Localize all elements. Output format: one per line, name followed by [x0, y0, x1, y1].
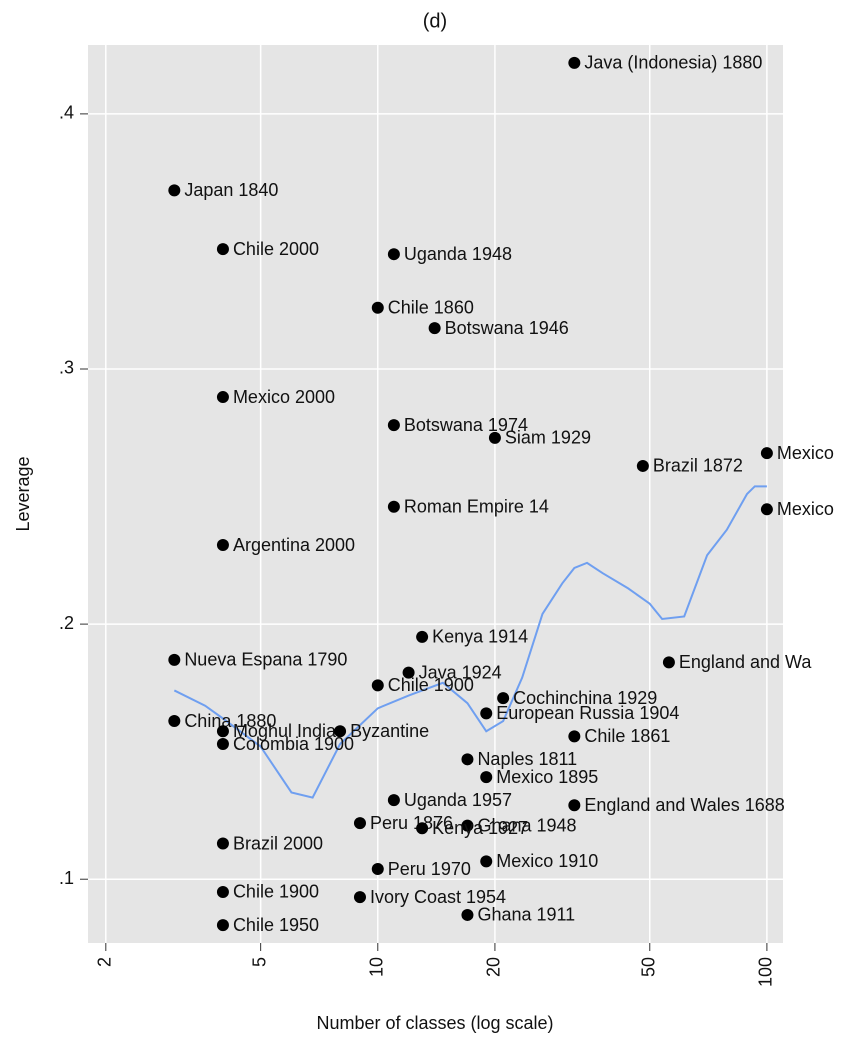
- point-label: Roman Empire 14: [404, 497, 549, 517]
- x-axis-label: Number of classes (log scale): [316, 1013, 553, 1033]
- point-label: Naples 1811: [477, 749, 577, 769]
- point: [168, 715, 181, 728]
- point: [387, 248, 400, 261]
- point-label: Mexico 1895: [496, 767, 598, 787]
- plot-area: [88, 45, 783, 943]
- point: [760, 503, 773, 516]
- point-label: Chile 2000: [233, 239, 319, 259]
- point-label: Mexico: [777, 443, 834, 463]
- y-tick-label: .2: [59, 613, 74, 633]
- point: [760, 447, 773, 460]
- point: [353, 817, 366, 830]
- point-label: Byzantine: [350, 721, 429, 741]
- point-label: Brazil 1872: [653, 456, 743, 476]
- x-tick-label: 10: [367, 957, 387, 977]
- point-label: European Russia 1904: [496, 703, 679, 723]
- point: [662, 656, 675, 669]
- point: [216, 243, 229, 256]
- point: [216, 837, 229, 850]
- point: [387, 794, 400, 807]
- point-label: Siam 1929: [505, 428, 591, 448]
- point: [216, 391, 229, 404]
- point-label: Colombia 1900: [233, 734, 354, 754]
- point-label: Uganda 1948: [404, 244, 512, 264]
- point-label: Ivory Coast 1954: [370, 887, 506, 907]
- point: [416, 822, 429, 835]
- smooth-line: [173, 485, 767, 799]
- point: [568, 799, 581, 812]
- point-label: Mexico: [777, 499, 834, 519]
- point: [402, 666, 415, 679]
- y-axis-label: Leverage: [13, 456, 33, 531]
- point: [371, 679, 384, 692]
- point: [371, 863, 384, 876]
- point-label: Botswana 1946: [445, 318, 569, 338]
- point-label: Chile 1860: [388, 298, 474, 318]
- y-tick-label: .4: [59, 103, 74, 123]
- point: [636, 459, 649, 472]
- point: [353, 891, 366, 904]
- x-tick-label: 5: [249, 957, 269, 967]
- point-label: Java 1924: [419, 662, 502, 682]
- point-label: Chile 1900: [233, 882, 319, 902]
- point-label: Nueva Espana 1790: [184, 650, 347, 670]
- point-label: Uganda 1957: [404, 790, 512, 810]
- point: [428, 322, 441, 335]
- point: [480, 771, 493, 784]
- point-label: Peru 1970: [388, 859, 471, 879]
- point-label: Moghul India: [233, 721, 337, 741]
- point-label: Argentina 2000: [233, 535, 355, 555]
- point: [461, 753, 474, 766]
- point-label: Kenya 1927: [432, 818, 528, 838]
- point: [480, 855, 493, 868]
- point-label: Peru 1876: [370, 813, 453, 833]
- point-label: Japan 1840: [184, 180, 278, 200]
- point-label: Chile 1950: [233, 915, 319, 935]
- chart-title: (d): [423, 10, 447, 32]
- point: [387, 500, 400, 513]
- point: [334, 725, 347, 738]
- point-label: Brazil 2000: [233, 833, 323, 853]
- point: [216, 539, 229, 552]
- point-label: Kenya 1914: [432, 627, 528, 647]
- point: [480, 707, 493, 720]
- point-label: Chile 1900: [388, 675, 474, 695]
- point-label: Java (Indonesia) 1880: [584, 53, 762, 73]
- point: [497, 692, 510, 705]
- point-label: Mexico 2000: [233, 387, 335, 407]
- point-label: Ghana 1948: [477, 815, 576, 835]
- point-label: Botswana 1974: [404, 415, 528, 435]
- point: [216, 725, 229, 738]
- point: [461, 819, 474, 832]
- point: [216, 885, 229, 898]
- point: [168, 653, 181, 666]
- point: [168, 184, 181, 197]
- point: [488, 431, 501, 444]
- point-label: England and Wa: [679, 652, 812, 672]
- point-label: China 1880: [184, 711, 276, 731]
- point-label: Ghana 1911: [477, 905, 575, 925]
- point: [568, 56, 581, 69]
- point: [568, 730, 581, 743]
- point-label: England and Wales 1688: [584, 795, 784, 815]
- point-label: Chile 1861: [584, 726, 670, 746]
- x-tick-label: 2: [95, 957, 115, 967]
- point-label: Cochinchina 1929: [513, 688, 657, 708]
- point: [216, 919, 229, 932]
- x-tick-label: 100: [756, 957, 776, 987]
- point: [387, 419, 400, 432]
- point-label: Mexico 1910: [496, 851, 598, 871]
- x-tick-label: 50: [639, 957, 659, 977]
- point: [461, 908, 474, 921]
- point: [416, 630, 429, 643]
- y-tick-label: .1: [59, 868, 74, 888]
- x-tick-label: 20: [484, 957, 504, 977]
- y-tick-label: .3: [59, 358, 74, 378]
- point: [216, 738, 229, 751]
- point: [371, 301, 384, 314]
